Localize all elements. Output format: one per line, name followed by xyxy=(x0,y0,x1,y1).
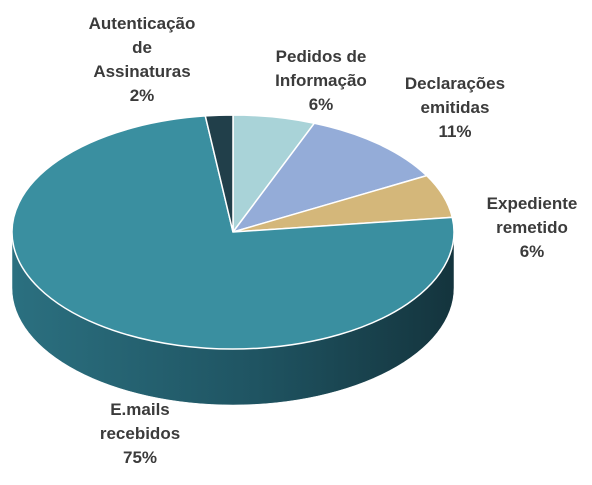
slice xyxy=(204,114,234,233)
slice xyxy=(11,115,455,350)
category-label: E.mails recebidos xyxy=(99,400,181,443)
slice-label: Declarações emitidas 11% xyxy=(405,72,505,144)
category-label: Autenticação de Assinaturas xyxy=(88,14,196,81)
slice-label: Expediente remetido 6% xyxy=(487,192,578,264)
category-label: Declarações emitidas xyxy=(404,74,506,117)
value-label: 6% xyxy=(519,242,545,261)
slice-label: E.mails recebidos 75% xyxy=(100,398,180,470)
slice xyxy=(231,122,429,234)
slice-label: Pedidos de Informação 6% xyxy=(266,45,376,117)
category-label: Pedidos de Informação xyxy=(275,47,367,90)
slice-label: Autenticação de Assinaturas 2% xyxy=(89,12,196,108)
value-label: 11% xyxy=(438,122,472,141)
value-label: 2% xyxy=(129,86,155,105)
category-label: Expediente remetido xyxy=(486,194,578,237)
value-label: 75% xyxy=(122,448,158,467)
value-label: 6% xyxy=(308,95,334,114)
